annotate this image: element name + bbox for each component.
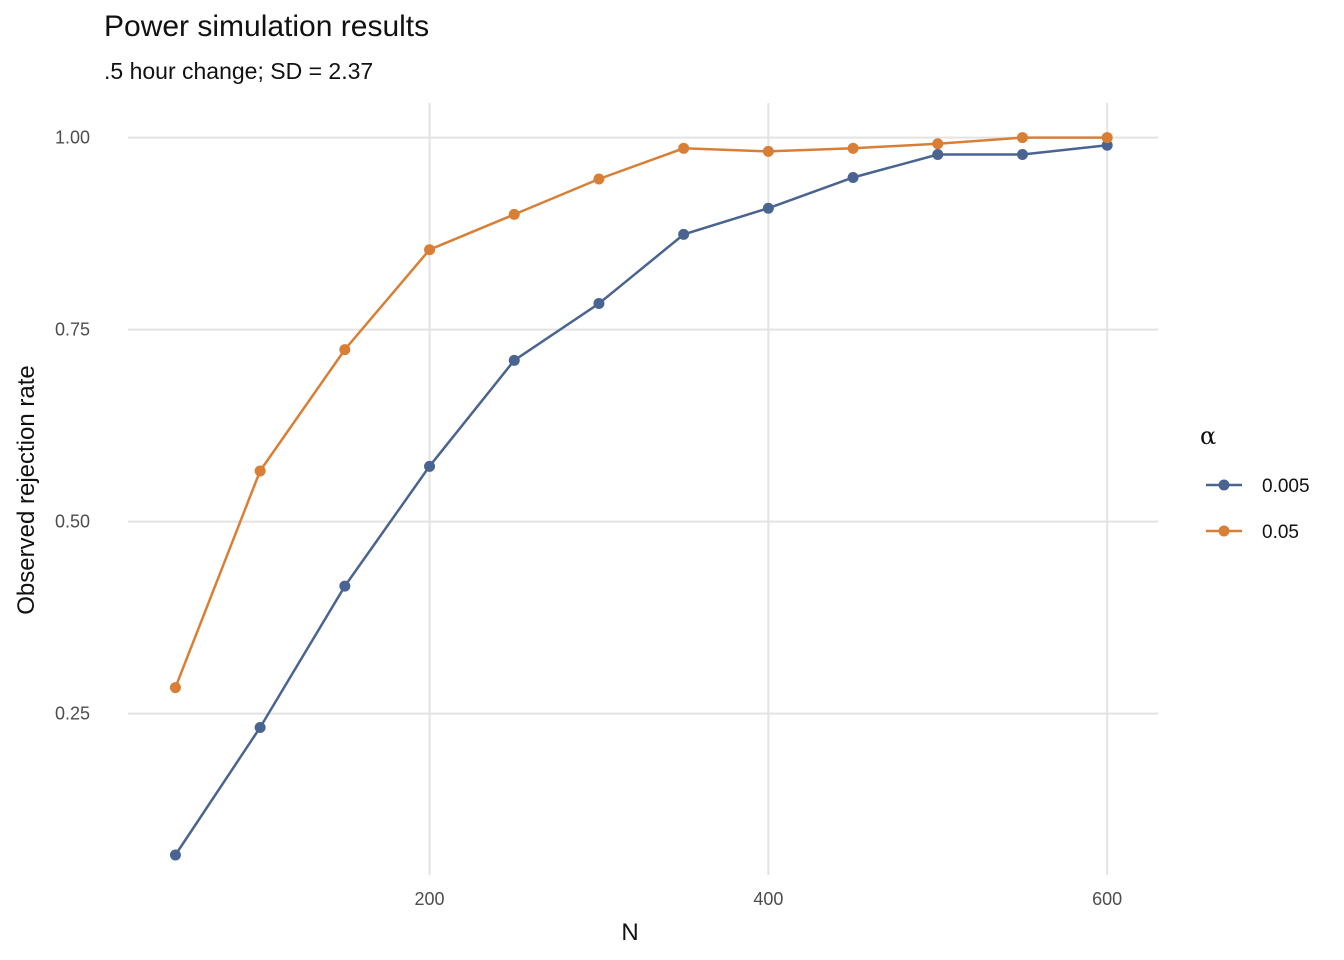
data-point-0.05 (1016, 132, 1028, 144)
x-tick-label: 400 (753, 889, 783, 909)
series-line-0.05 (174, 136, 1108, 689)
data-point-0.05 (593, 173, 605, 185)
y-tick-label: 0.25 (55, 704, 90, 724)
data-point-0.05 (254, 465, 266, 477)
data-point-0.005 (254, 722, 266, 734)
y-axis-title: Observed rejection rate (13, 365, 40, 614)
series-line-0.005 (174, 143, 1108, 856)
data-point-0.05 (932, 138, 944, 150)
grid-lines (128, 103, 1158, 875)
data-point-0.005 (1016, 148, 1028, 160)
data-point-0.05 (678, 142, 690, 154)
data-point-0.05 (1101, 132, 1113, 144)
x-tick-label: 200 (415, 889, 445, 909)
x-tick-label: 600 (1092, 889, 1122, 909)
data-point-0.005 (339, 580, 351, 592)
chart-title: Power simulation results (104, 10, 430, 43)
data-point-0.005 (1101, 139, 1113, 151)
data-point-0.05 (424, 244, 436, 256)
data-points (169, 132, 1113, 861)
legend-title: α (1200, 422, 1216, 450)
legend: α 0.005 0.05 (1200, 422, 1310, 543)
y-axis-ticks: 0.25 0.50 0.75 1.00 (55, 128, 90, 724)
data-point-0.005 (762, 202, 774, 214)
data-point-0.005 (593, 297, 605, 309)
legend-key-point (1218, 525, 1230, 537)
data-point-0.005 (424, 460, 436, 472)
data-point-0.005 (932, 148, 944, 160)
legend-label: 0.05 (1262, 522, 1299, 543)
x-axis-title: N (621, 919, 638, 946)
y-tick-label: 0.50 (55, 512, 90, 532)
x-axis-ticks: 200 400 600 (415, 889, 1123, 909)
data-point-0.05 (169, 682, 181, 694)
data-point-0.005 (508, 354, 520, 366)
chart-subtitle: .5 hour change; SD = 2.37 (104, 58, 374, 84)
data-point-0.05 (847, 142, 859, 154)
legend-label: 0.005 (1262, 476, 1310, 497)
series-lines (174, 136, 1108, 856)
y-tick-label: 0.75 (55, 320, 90, 340)
data-point-0.005 (678, 228, 690, 240)
legend-key-point (1218, 479, 1230, 491)
data-point-0.05 (508, 208, 520, 220)
data-point-0.005 (847, 172, 859, 184)
y-tick-label: 1.00 (55, 128, 90, 148)
data-point-0.005 (169, 849, 181, 861)
data-point-0.05 (339, 344, 351, 356)
data-point-0.05 (762, 145, 774, 157)
